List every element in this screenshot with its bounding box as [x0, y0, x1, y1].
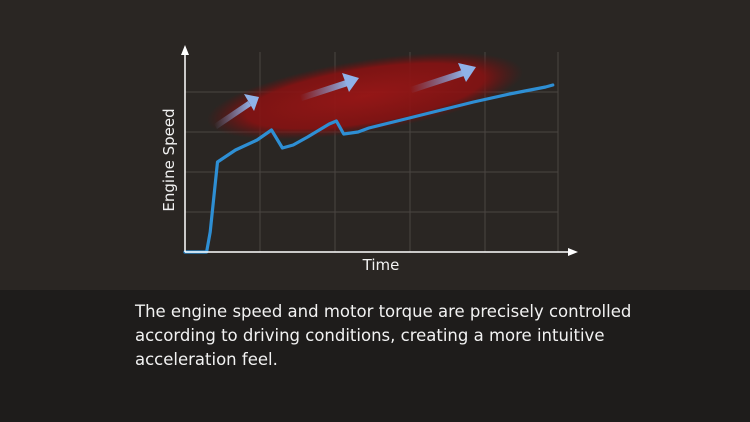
- engine-speed-line: [183, 83, 555, 254]
- rising-arrows: [214, 63, 476, 129]
- y-axis-arrowhead: [181, 45, 189, 55]
- highlight-region: [206, 52, 524, 140]
- engine-speed-chart: Engine Speed Time: [160, 45, 578, 274]
- caption-text: The engine speed and motor torque are pr…: [135, 302, 632, 369]
- caption-bar: [0, 290, 750, 422]
- x-axis: [185, 248, 578, 256]
- x-axis-arrowhead: [568, 248, 578, 256]
- arrow-2: [300, 73, 359, 101]
- arrow-3: [410, 63, 476, 93]
- x-axis-label: Time: [362, 256, 400, 274]
- arrow-1: [214, 94, 259, 129]
- y-axis-label: Engine Speed: [160, 108, 178, 211]
- y-axis: [181, 45, 189, 252]
- chart-area: Engine Speed Time: [160, 45, 578, 274]
